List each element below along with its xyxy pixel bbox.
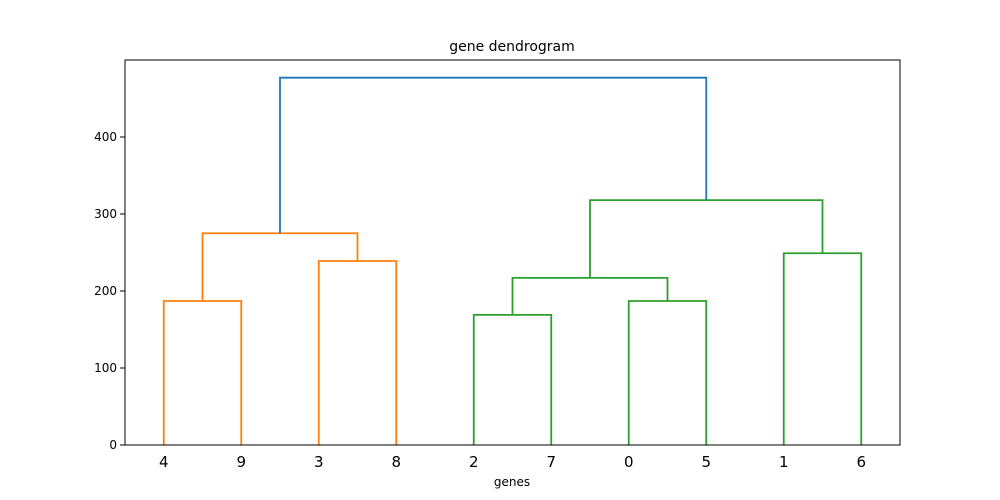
x-axis: 4 9 3 8 2 7 0 5 1 6 <box>159 453 866 471</box>
x-tick-label: 6 <box>856 453 866 471</box>
dendrogram-link <box>627 300 708 445</box>
dendrogram-link <box>782 252 863 445</box>
dendrogram-link <box>279 76 708 234</box>
y-tick-label: 100 <box>94 361 117 375</box>
dendrogram-link <box>472 313 553 445</box>
dendrogram-link <box>589 199 824 278</box>
dendrogram-link <box>201 232 359 302</box>
x-tick-label: 9 <box>236 453 246 471</box>
y-axis: 0 100 200 300 400 <box>94 130 125 452</box>
x-tick-label: 3 <box>314 453 324 471</box>
x-tick-label: 0 <box>624 453 634 471</box>
x-tick-label: 1 <box>779 453 789 471</box>
dendrogram-link <box>317 260 398 445</box>
dendrogram-link <box>162 300 243 445</box>
y-tick-label: 200 <box>94 284 117 298</box>
y-tick-label: 0 <box>109 438 117 452</box>
chart-title: gene dendrogram <box>449 39 575 55</box>
x-tick-label: 2 <box>469 453 479 471</box>
dendrogram-link <box>511 277 669 315</box>
x-tick-label: 5 <box>701 453 711 471</box>
x-tick-label: 4 <box>159 453 169 471</box>
y-tick-label: 400 <box>94 130 117 144</box>
x-tick-label: 7 <box>546 453 556 471</box>
x-tick-label: 8 <box>391 453 401 471</box>
dendrogram-links <box>162 76 863 445</box>
plot-frame <box>124 59 901 446</box>
y-tick-label: 300 <box>94 207 117 221</box>
x-axis-label: genes <box>494 475 530 489</box>
